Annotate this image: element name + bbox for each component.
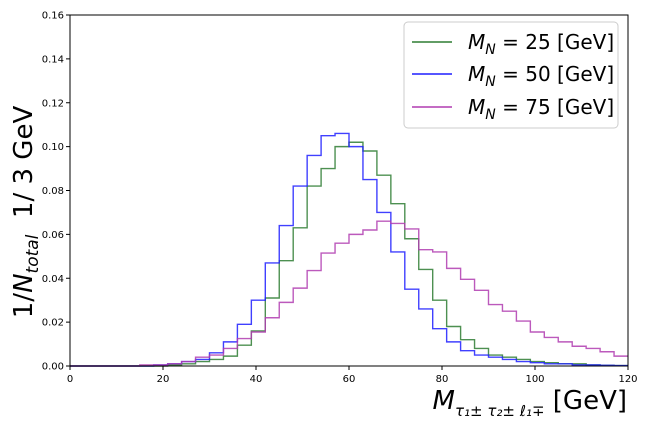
x-tick-label-2: 40 xyxy=(250,374,263,385)
y-tick-label-5: 0.10 xyxy=(42,142,64,153)
legend-label-1: MN = 50 [GeV] xyxy=(468,62,614,90)
legend-label-2: MN = 75 [GeV] xyxy=(468,95,614,123)
x-tick-label-6: 120 xyxy=(618,374,637,385)
legend-entry-1: MN = 50 [GeV] xyxy=(412,62,614,90)
y-tick-label-7: 0.14 xyxy=(42,54,64,65)
legend-label-0: MN = 25 [GeV] xyxy=(468,30,614,58)
x-tick-label-4: 80 xyxy=(436,374,449,385)
ticks-layer: 0 20 40 60 80 100 120 0.00 0.02 0.04 0.06 0.08 0.10 0… xyxy=(42,11,638,386)
x-tick-label-0: 0 xyxy=(67,374,73,385)
legend-entry-2: MN = 75 [GeV] xyxy=(412,95,614,123)
series-layer xyxy=(70,132,628,367)
series-line-2 xyxy=(70,220,628,367)
x-axis-label: Mτ₁± τ₂± ℓ₁∓ [GeV] xyxy=(433,386,627,420)
y-tick-label-0: 0.00 xyxy=(42,362,64,373)
y-tick-label-3: 0.06 xyxy=(42,230,64,241)
x-tick-label-5: 100 xyxy=(525,374,544,385)
legend: MN = 25 [GeV] MN = 50 [GeV] MN = 75 [GeV… xyxy=(403,21,619,129)
y-tick-label-6: 0.12 xyxy=(42,98,64,109)
y-tick-label-2: 0.04 xyxy=(42,274,64,285)
x-tick-label-3: 60 xyxy=(343,374,356,385)
y-tick-label-1: 0.02 xyxy=(42,318,64,329)
y-tick-label-4: 0.08 xyxy=(42,186,64,197)
y-axis-label: 1/Ntotal 1/ 3 GeV xyxy=(9,106,43,319)
legend-box xyxy=(403,21,619,129)
x-tick-label-1: 20 xyxy=(157,374,170,385)
legend-entry-0: MN = 25 [GeV] xyxy=(412,30,614,58)
y-tick-label-8: 0.16 xyxy=(42,11,64,22)
